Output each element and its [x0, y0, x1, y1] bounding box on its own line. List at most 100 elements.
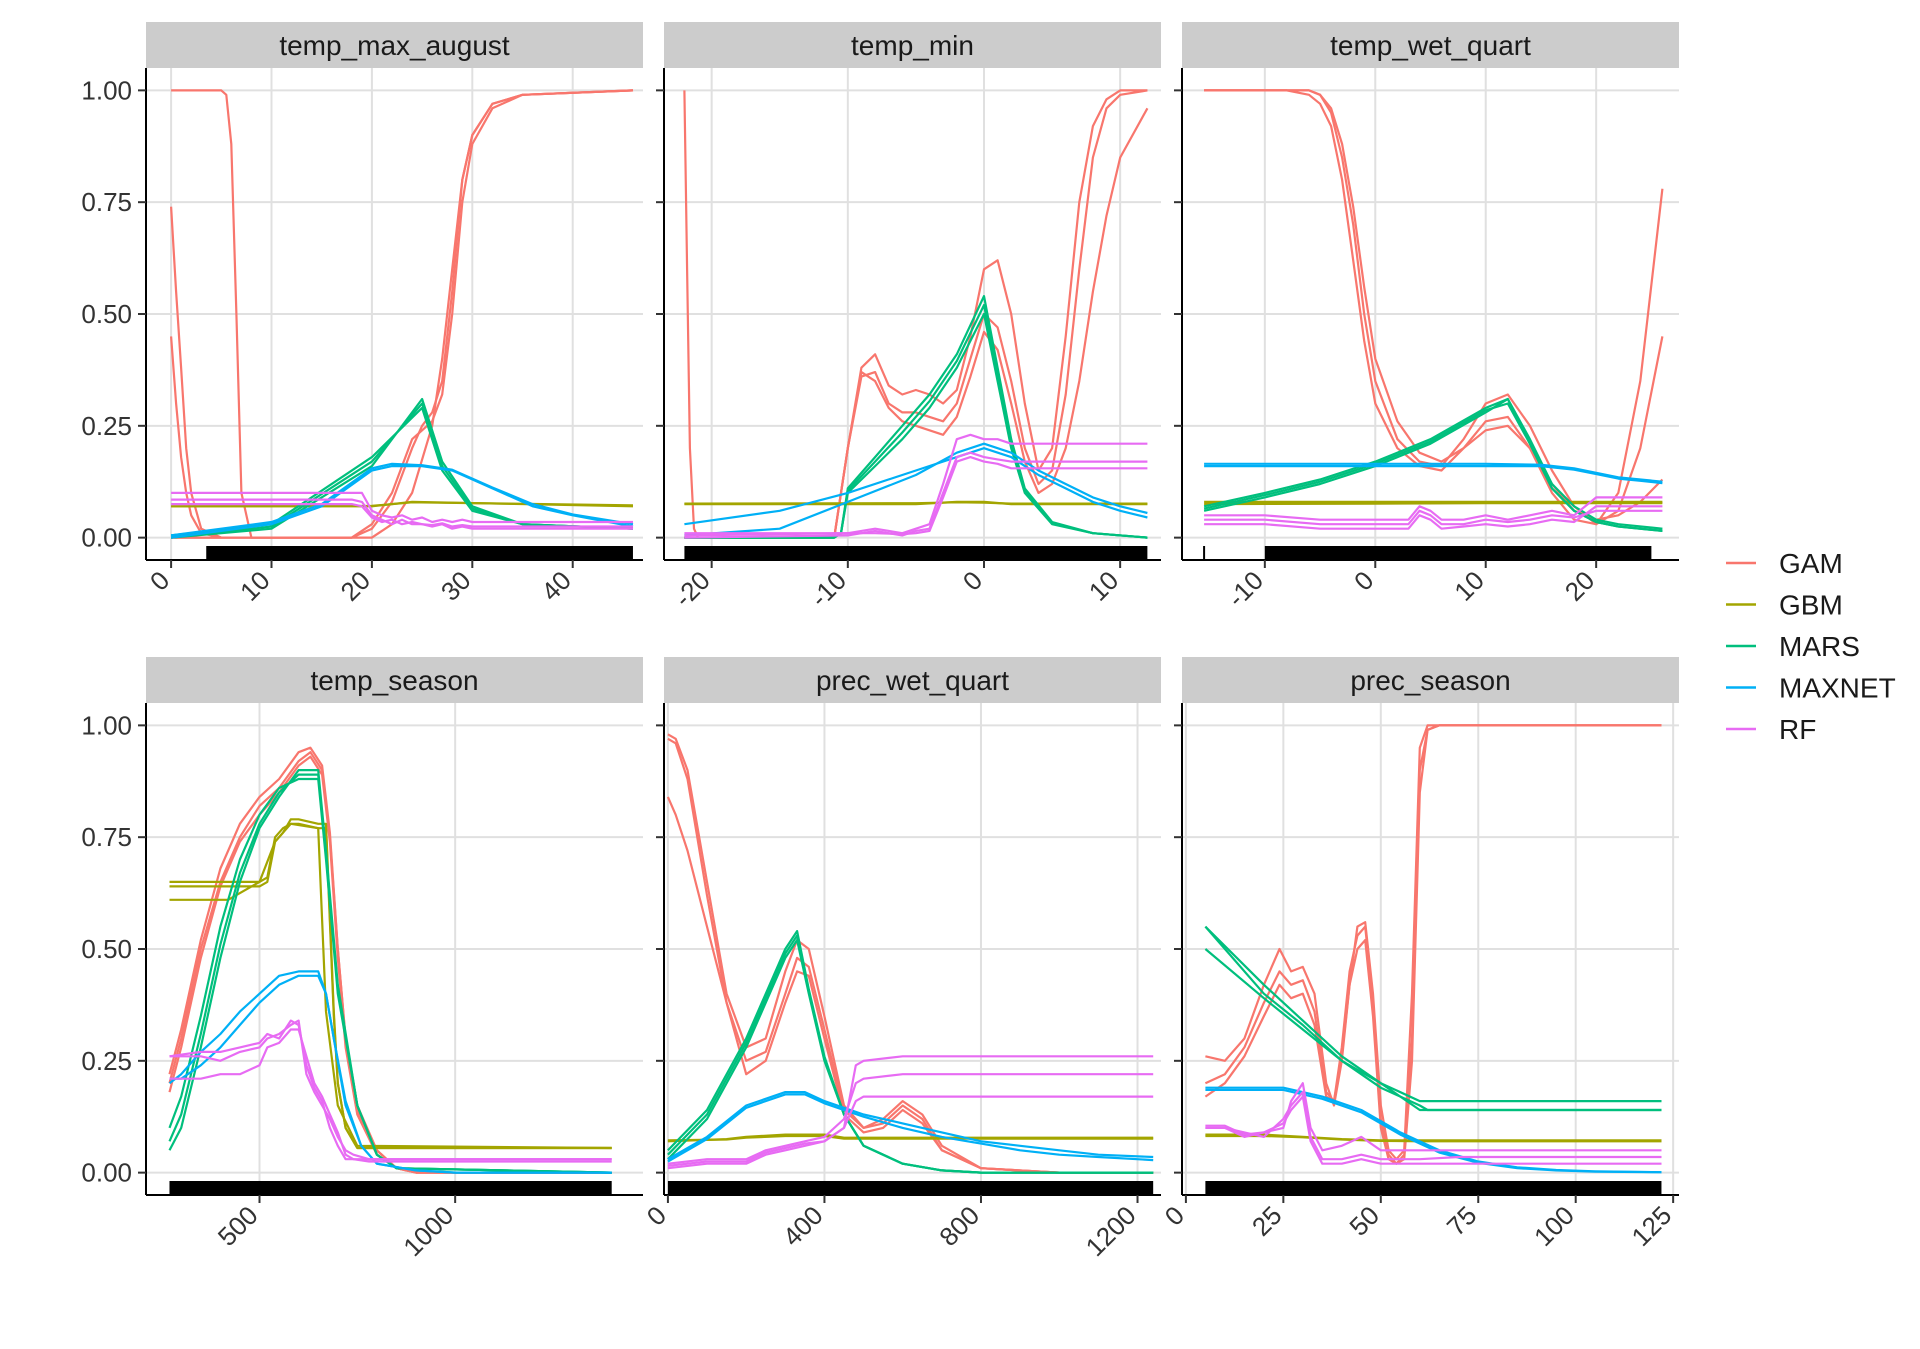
- facet-panel-prec_wet_quart: prec_wet_quart 0 400 800 1200: [641, 657, 1161, 1262]
- series-line-rf: [171, 503, 633, 528]
- rug: [1205, 1181, 1662, 1195]
- x-tick-label: 20: [334, 565, 376, 607]
- x-tick-label: 10: [1448, 565, 1490, 607]
- series-line-mars: [1204, 925, 1662, 1103]
- facet-panel-prec_season: prec_season 0 25 50 75 100 125: [1159, 657, 1679, 1252]
- rug: [667, 1181, 1154, 1195]
- series-line-maxnet: [684, 447, 1148, 526]
- series-line-rf: [1204, 505, 1663, 530]
- y-tick-label: 0.50: [81, 299, 132, 329]
- x-tick-label: 1000: [397, 1200, 459, 1262]
- y-tick-label: 0.75: [81, 822, 132, 852]
- series-line-gam: [1204, 89, 1664, 521]
- series-group: [1203, 89, 1664, 532]
- series-line-rf: [1204, 509, 1663, 526]
- series-line-gbm: [684, 501, 1148, 505]
- rug-band: [667, 1181, 1154, 1195]
- series-line-mars: [168, 773, 612, 1174]
- series-line-gam: [683, 90, 700, 539]
- rug-band: [684, 546, 1148, 560]
- legend-label-gbm: GBM: [1779, 590, 1843, 621]
- series-line-rf: [171, 491, 633, 524]
- facet-strip-label: prec_wet_quart: [816, 665, 1009, 696]
- facet-strip-label: temp_season: [310, 665, 478, 696]
- series-line-gam: [171, 89, 634, 539]
- y-tick-label: 1.00: [81, 75, 132, 105]
- series-line-gbm: [169, 818, 612, 1150]
- series-line-rf: [684, 433, 1148, 535]
- x-tick-label: 25: [1246, 1200, 1288, 1242]
- x-tick-label: 100: [1528, 1200, 1580, 1252]
- facet-strip: [664, 657, 1161, 703]
- y-tick-label: 0.25: [81, 1046, 132, 1076]
- series-line-gam: [168, 746, 612, 1174]
- facet-strip-label: temp_wet_quart: [1330, 30, 1531, 61]
- x-tick-label: -20: [668, 565, 716, 613]
- rug-band: [1205, 1181, 1662, 1195]
- series-line-gam: [667, 737, 1154, 1174]
- x-tick-label: 0: [957, 565, 988, 596]
- series-line-maxnet: [684, 442, 1148, 537]
- series-line-maxnet: [667, 1090, 1154, 1161]
- facet-panel-temp_min: temp_min -20 -10 0 10: [656, 22, 1161, 613]
- series-line-rf: [169, 1019, 612, 1161]
- facet-strip-label: prec_season: [1350, 665, 1510, 696]
- y-tick-label: 0.00: [81, 1158, 132, 1188]
- series-line-rf: [1205, 1082, 1662, 1152]
- series-line-gam: [168, 755, 612, 1174]
- series-line-mars: [1204, 925, 1662, 1112]
- x-tick-label: 40: [535, 565, 577, 607]
- series-line-gam: [168, 751, 612, 1174]
- series-line-gam: [666, 796, 1154, 1174]
- x-tick-label: 20: [1559, 565, 1601, 607]
- x-tick-label: 800: [933, 1200, 985, 1252]
- series-line-maxnet: [1204, 462, 1663, 483]
- series-line-maxnet: [1204, 465, 1663, 485]
- x-tick-label: 0: [1348, 565, 1379, 596]
- series-group: [170, 89, 634, 539]
- x-tick-label: 0: [144, 565, 175, 596]
- rug: [684, 546, 1148, 560]
- series-group: [683, 89, 1149, 539]
- x-tick-label: 75: [1441, 1200, 1483, 1242]
- y-tick-label: 1.00: [81, 710, 132, 740]
- rug: [169, 1181, 612, 1195]
- rug: [206, 546, 633, 560]
- series-line-maxnet: [169, 974, 612, 1174]
- series-line-gam: [170, 206, 222, 539]
- facet-strip: [1182, 22, 1679, 68]
- series-line-mars: [1203, 402, 1663, 532]
- series-line-maxnet: [1205, 1088, 1662, 1174]
- facet-strip-label: temp_max_august: [279, 30, 510, 61]
- x-tick-label: 0: [1159, 1200, 1190, 1231]
- series-line-gbm: [1205, 1134, 1662, 1143]
- y-tick-label: 0.75: [81, 187, 132, 217]
- facet-strip-label: temp_min: [851, 30, 974, 61]
- x-tick-label: 400: [777, 1200, 829, 1252]
- series-line-mars: [667, 934, 1154, 1174]
- series-group: [1204, 724, 1662, 1174]
- series-line-rf: [1204, 496, 1663, 521]
- facet-panel-temp_max_august: temp_max_august 0.00 0.25 0.50 0.75 1.00 0 10 20…: [81, 22, 643, 607]
- x-tick-label: -10: [1221, 565, 1269, 613]
- facet-strip: [146, 22, 643, 68]
- x-tick-label: 0: [641, 1200, 672, 1231]
- legend-label-mars: MARS: [1779, 631, 1860, 662]
- facet-strip: [1182, 657, 1679, 703]
- series-line-gbm: [171, 501, 634, 508]
- series-group: [666, 733, 1154, 1174]
- series-line-maxnet: [667, 1093, 1154, 1163]
- series-line-mars: [1204, 948, 1662, 1112]
- rug: [1203, 546, 1652, 560]
- series-line-rf: [169, 1019, 612, 1163]
- series-line-rf: [684, 456, 1148, 537]
- x-tick-label: 1200: [1080, 1200, 1142, 1262]
- series-line-gam: [1205, 724, 1662, 1161]
- series-line-rf: [667, 1095, 1154, 1167]
- legend: GAM GBM MARS MAXNET RF: [1726, 548, 1896, 745]
- rug-band: [1264, 546, 1652, 560]
- series-line-gam: [684, 89, 1148, 539]
- series-line-gam: [684, 107, 1149, 539]
- facet-panel-temp_wet_quart: temp_wet_quart -10 0 10 20: [1174, 22, 1679, 613]
- rug-band: [169, 1181, 612, 1195]
